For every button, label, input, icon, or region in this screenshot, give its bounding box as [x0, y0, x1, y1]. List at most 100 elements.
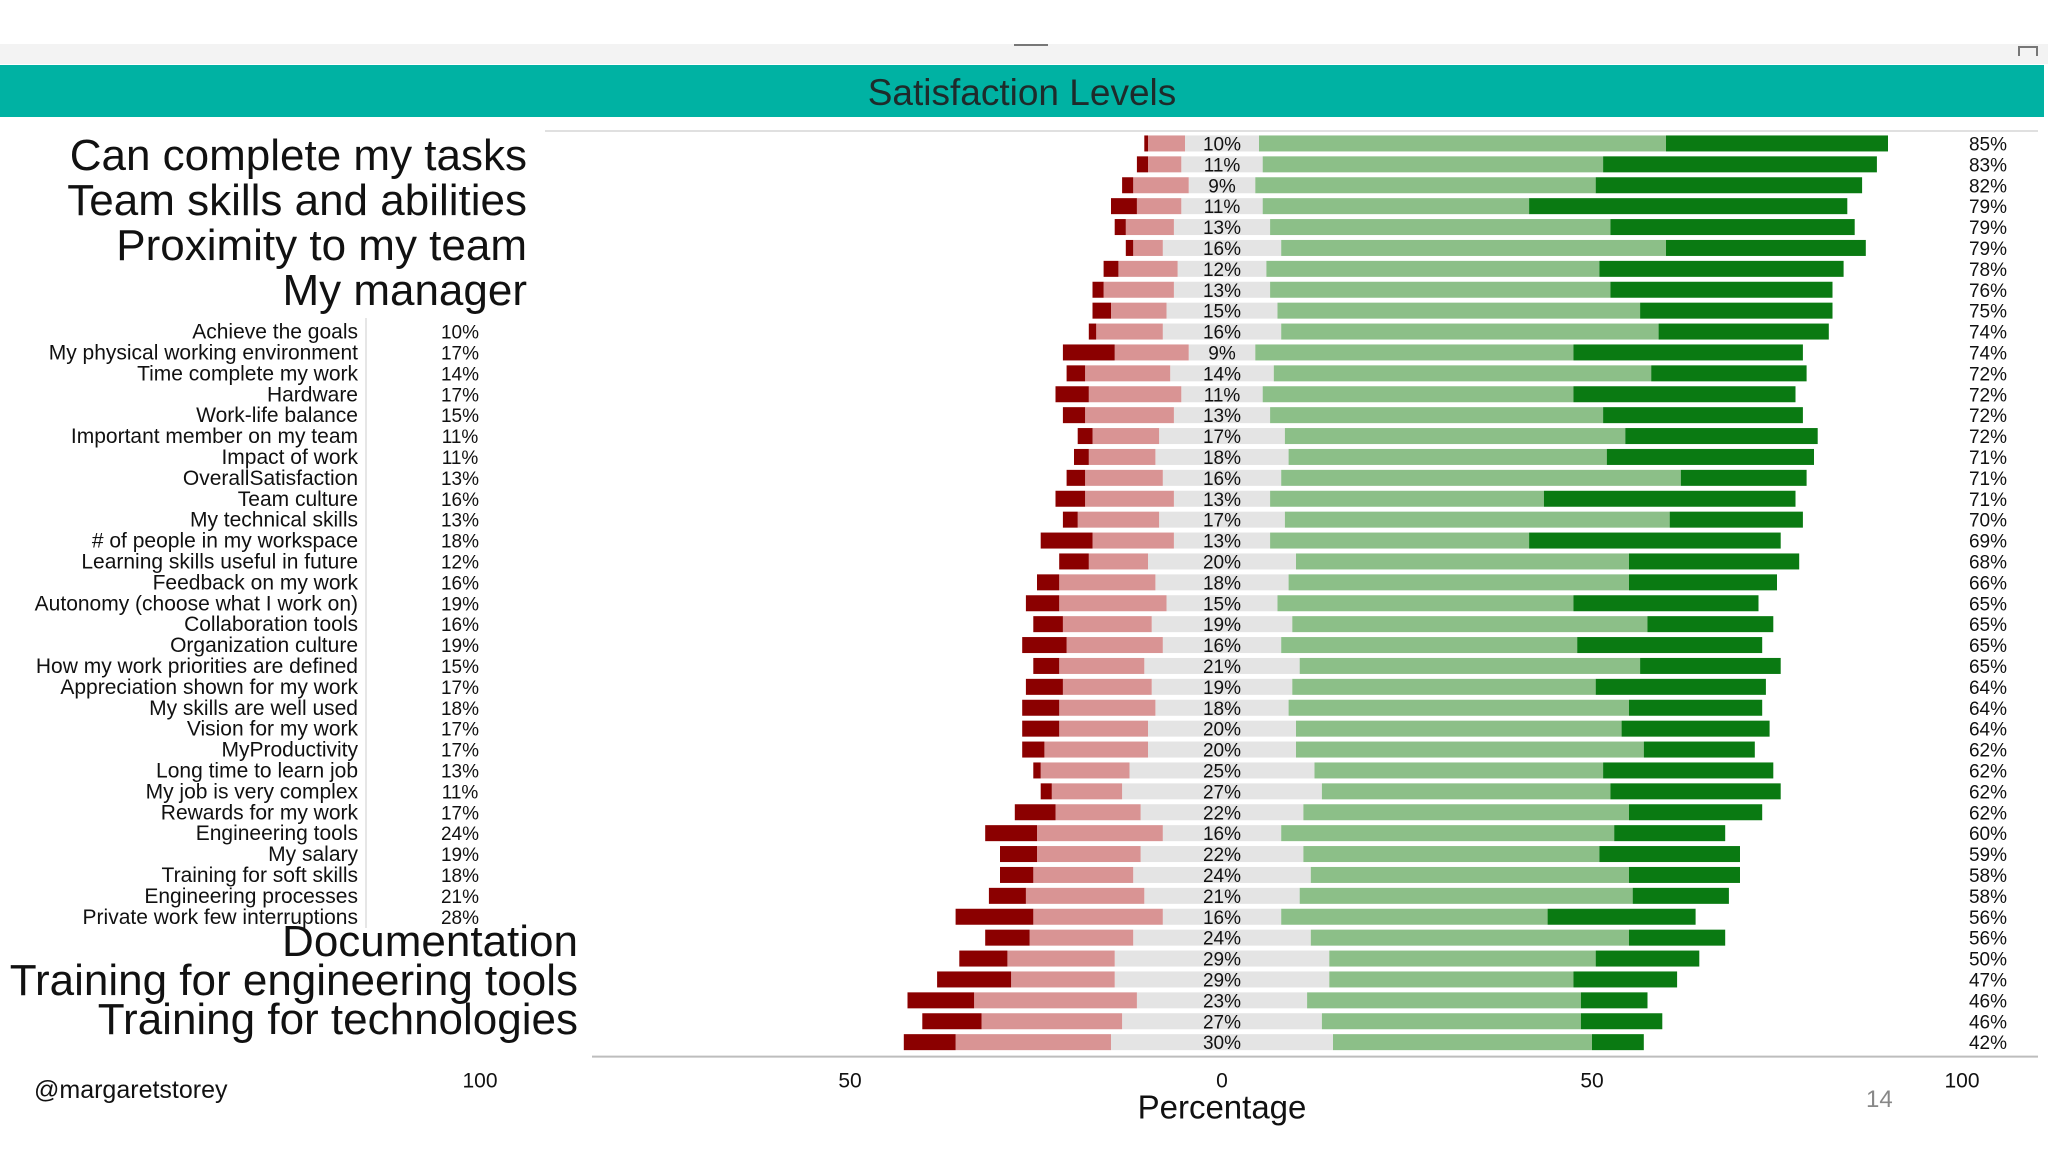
bar-dissatisfied: [1059, 657, 1145, 674]
negative-pct-label: 17%: [441, 678, 479, 699]
bar-strongly-satisfied: [1640, 302, 1833, 319]
bar-satisfied: [1270, 219, 1611, 236]
bar-strongly-satisfied: [1610, 219, 1855, 236]
bar-neutral: [1129, 762, 1315, 779]
bar-strongly-dissatisfied: [1025, 595, 1060, 612]
bar-strongly-dissatisfied: [1059, 553, 1089, 570]
neutral-pct-label: 16%: [1203, 908, 1241, 929]
bar-satisfied: [1281, 239, 1666, 256]
bar-satisfied: [1262, 156, 1604, 173]
positive-pct-label: 42%: [1969, 1033, 2007, 1054]
bar-dissatisfied: [1133, 239, 1163, 256]
bar-neutral: [1155, 448, 1289, 465]
category-label: My physical working environment: [49, 341, 358, 364]
bar-neutral: [1162, 637, 1282, 654]
bar-strongly-satisfied: [1632, 887, 1729, 904]
bar-satisfied: [1333, 1034, 1592, 1051]
bar-satisfied: [1292, 678, 1596, 695]
positive-pct-label: 56%: [1969, 929, 2007, 950]
bar-strongly-dissatisfied: [1040, 783, 1052, 800]
bar-neutral: [1155, 574, 1289, 591]
bar-strongly-satisfied: [1625, 428, 1818, 445]
neutral-pct-label: 30%: [1203, 1033, 1241, 1054]
neutral-pct-label: 27%: [1203, 1012, 1241, 1033]
category-label: Learning skills useful in future: [81, 550, 358, 573]
bar-neutral: [1133, 929, 1311, 946]
bar-strongly-satisfied: [1614, 825, 1726, 842]
bar-strongly-satisfied: [1643, 741, 1755, 758]
bar-strongly-dissatisfied: [985, 929, 1030, 946]
positive-pct-label: 72%: [1969, 427, 2007, 448]
bar-neutral: [1162, 825, 1282, 842]
bar-dissatisfied: [981, 1013, 1123, 1030]
bar-neutral: [1148, 741, 1296, 758]
bar-strongly-satisfied: [1666, 135, 1888, 152]
category-label: Engineering tools: [196, 822, 358, 845]
neutral-pct-label: 22%: [1203, 803, 1241, 824]
bar-strongly-dissatisfied: [1014, 804, 1056, 821]
category-label: My manager: [282, 266, 527, 315]
bar-dissatisfied: [974, 992, 1137, 1009]
positive-pct-label: 56%: [1969, 908, 2007, 929]
neutral-pct-label: 13%: [1203, 490, 1241, 511]
bar-dissatisfied: [1040, 762, 1130, 779]
bar-dissatisfied: [1007, 950, 1115, 967]
positive-pct-label: 58%: [1969, 887, 2007, 908]
bar-strongly-dissatisfied: [1033, 616, 1063, 633]
bar-strongly-dissatisfied: [1077, 428, 1093, 445]
bar-dissatisfied: [1062, 616, 1152, 633]
category-label: Proximity to my team: [116, 221, 527, 270]
bar-satisfied: [1284, 511, 1670, 528]
bar-strongly-satisfied: [1580, 992, 1648, 1009]
category-label: My salary: [268, 843, 358, 866]
neutral-pct-label: 29%: [1203, 950, 1241, 971]
bar-dissatisfied: [1088, 386, 1182, 403]
neutral-pct-label: 13%: [1203, 406, 1241, 427]
positive-pct-label: 62%: [1969, 782, 2007, 803]
bar-strongly-dissatisfied: [988, 887, 1026, 904]
neutral-pct-label: 20%: [1203, 741, 1241, 762]
bar-satisfied: [1321, 783, 1611, 800]
x-tick-label: 50: [838, 1070, 861, 1093]
positive-pct-label: 79%: [1969, 239, 2007, 260]
category-label: Feedback on my work: [153, 571, 359, 594]
bar-strongly-dissatisfied: [1136, 156, 1148, 173]
negative-pct-label: 24%: [441, 824, 479, 845]
negative-pct-label: 11%: [442, 427, 479, 448]
bar-satisfied: [1284, 428, 1626, 445]
bar-strongly-dissatisfied: [1088, 323, 1097, 340]
bar-strongly-satisfied: [1658, 323, 1829, 340]
bar-neutral: [1173, 281, 1271, 298]
minimize-icon[interactable]: [1014, 44, 1048, 46]
restore-icon[interactable]: [2018, 46, 2038, 56]
bar-satisfied: [1270, 407, 1604, 424]
bar-dissatisfied: [1148, 135, 1185, 152]
bar-strongly-satisfied: [1610, 281, 1833, 298]
bar-strongly-satisfied: [1629, 574, 1777, 591]
neutral-pct-label: 24%: [1203, 866, 1241, 887]
bar-dissatisfied: [1062, 678, 1152, 695]
neutral-pct-label: 20%: [1203, 720, 1241, 741]
bar-dissatisfied: [1033, 908, 1163, 925]
bar-strongly-satisfied: [1621, 720, 1770, 737]
neutral-pct-label: 11%: [1204, 197, 1241, 218]
bar-neutral: [1162, 469, 1282, 486]
bar-strongly-satisfied: [1629, 804, 1763, 821]
positive-pct-label: 47%: [1969, 970, 2007, 991]
bar-satisfied: [1296, 720, 1622, 737]
bar-satisfied: [1329, 950, 1596, 967]
positive-pct-label: 78%: [1969, 260, 2007, 281]
positive-pct-label: 64%: [1969, 720, 2007, 741]
bar-satisfied: [1299, 657, 1641, 674]
chart-title: Satisfaction Levels: [867, 72, 1177, 113]
negative-pct-label: 17%: [441, 343, 479, 364]
neutral-pct-label: 16%: [1203, 323, 1241, 344]
bar-strongly-dissatisfied: [1144, 135, 1148, 152]
category-label: My technical skills: [190, 509, 358, 532]
negative-pct-label: 18%: [441, 699, 479, 720]
bar-neutral: [1162, 323, 1282, 340]
bar-strongly-satisfied: [1573, 595, 1759, 612]
bar-dissatisfied: [1059, 595, 1167, 612]
bar-strongly-satisfied: [1666, 239, 1866, 256]
